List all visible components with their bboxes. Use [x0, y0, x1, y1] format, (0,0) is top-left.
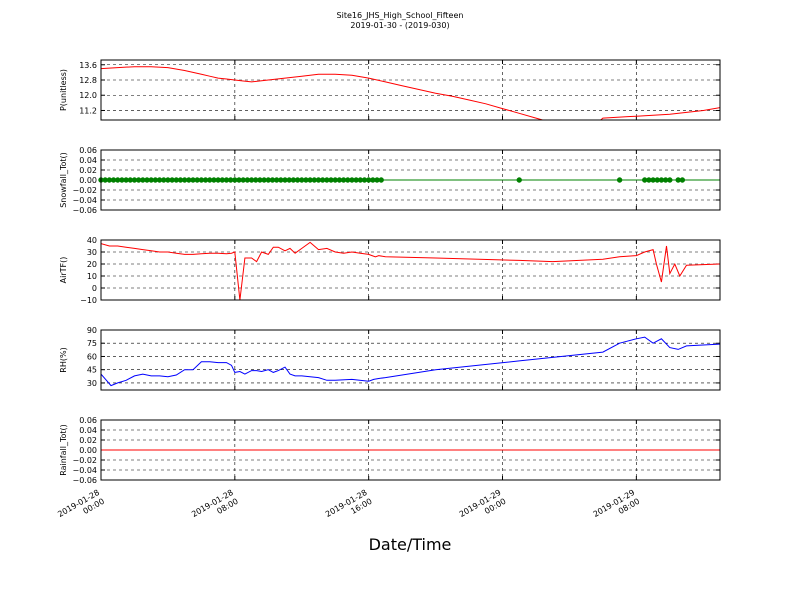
y-tick-label: 0.06	[79, 146, 97, 155]
y-tick-label: 0.02	[79, 166, 97, 175]
y-tick-label: 0.04	[79, 426, 97, 435]
axes-frame	[100, 149, 721, 211]
y-axis-label: Rainfall_Tot()	[59, 424, 68, 476]
y-tick-label: −0.04	[72, 196, 97, 205]
y-axis-label: RH(%)	[59, 347, 68, 372]
x-tick-label: 2019-01-2816:00	[324, 488, 374, 528]
x-axis-label: Date/Time	[369, 535, 452, 554]
y-tick-label: 12.8	[79, 76, 97, 85]
y-tick-label: 10	[87, 272, 97, 281]
y-axis-label: AirTF()	[59, 257, 68, 284]
data-point	[616, 177, 623, 183]
y-tick-label: 20	[87, 260, 97, 269]
y-axis-label: Snowfall_Tot()	[59, 152, 68, 208]
y-tick-label: 90	[87, 326, 97, 335]
figure-title: Site16_JHS_High_School_Fifteen	[337, 11, 464, 20]
y-tick-label: 30	[87, 248, 97, 257]
y-tick-label: −10	[80, 296, 97, 305]
panel-1: 11.2 12.0 12.8 13.6 P(unitless)	[59, 59, 721, 121]
y-tick-label: −0.06	[72, 476, 97, 485]
y-tick-label: −0.02	[72, 186, 97, 195]
panel-2: −0.06−0.04−0.020.000.020.040.06 Snowfall_…	[59, 146, 721, 215]
series-line	[101, 241, 720, 300]
y-tick-label: 0.00	[79, 176, 97, 185]
y-tick-label: 45	[87, 366, 97, 375]
y-tick-label: 40	[87, 236, 97, 245]
panel-5: −0.06−0.04−0.020.000.020.040.06 Rainfall_…	[56, 416, 721, 528]
data-point	[667, 177, 673, 183]
y-tick-label: 0.06	[79, 416, 97, 425]
y-tick-label: 60	[87, 352, 97, 361]
axes-frame	[100, 329, 721, 391]
panel-3: −10 0 10 20 30 40 AirTF()	[59, 236, 721, 305]
y-tick-label: −0.04	[72, 466, 97, 475]
y-tick-label: 0.00	[79, 446, 97, 455]
series-line	[101, 66, 720, 120]
y-tick-label: −0.06	[72, 206, 97, 215]
axes-frame	[100, 419, 721, 481]
series-line	[101, 336, 720, 387]
x-tick-label: 2019-01-2900:00	[458, 488, 508, 528]
x-tick-label: 2019-01-2800:00	[56, 488, 106, 528]
y-tick-label: 30	[87, 379, 97, 388]
y-tick-label: 13.6	[79, 61, 97, 70]
y-tick-label: −0.02	[72, 456, 97, 465]
y-tick-label: 0.04	[79, 156, 97, 165]
panels: 11.212.012.813.6P(unitless)−0.06−0.04−0.…	[56, 59, 721, 528]
y-tick-label: 0	[92, 284, 97, 293]
data-point	[679, 177, 686, 183]
y-tick-label: 12.0	[79, 91, 97, 100]
x-tick-label: 2019-01-2808:00	[190, 488, 240, 528]
y-axis-label: P(unitless)	[59, 69, 68, 111]
figure-subtitle: 2019-01-30 - (2019-030)	[350, 21, 449, 30]
y-tick-label: 11.2	[79, 106, 97, 115]
y-tick-label: 75	[87, 339, 97, 348]
panel-4: 30 45 60 75 90 RH(%)	[59, 326, 721, 391]
x-tick-label: 2019-01-2908:00	[592, 488, 642, 528]
axes-frame	[100, 239, 721, 301]
axes-frame	[100, 59, 721, 121]
data-point	[516, 177, 522, 183]
data-point	[378, 177, 384, 183]
y-tick-label: 0.02	[79, 436, 97, 445]
